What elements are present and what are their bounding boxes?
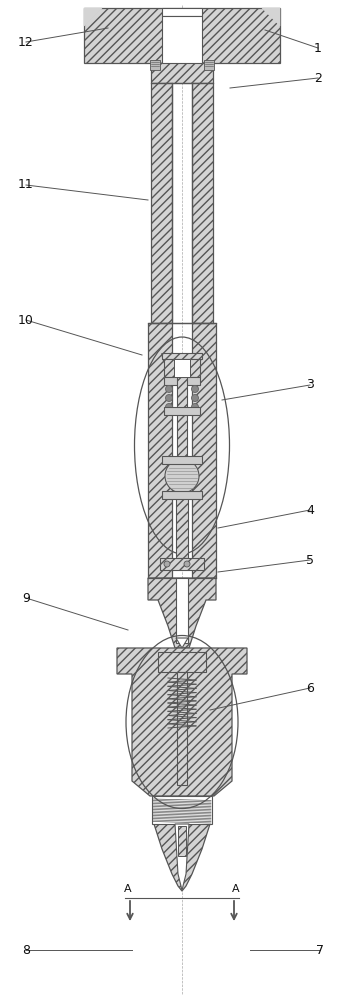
Bar (152, 796, 212, 824)
Circle shape (184, 561, 190, 567)
Circle shape (191, 385, 198, 392)
Circle shape (166, 394, 173, 401)
Polygon shape (154, 824, 210, 891)
Bar (178, 826, 186, 856)
Polygon shape (148, 323, 172, 578)
Circle shape (166, 403, 173, 410)
Bar (177, 672, 187, 785)
Bar (164, 377, 200, 385)
Polygon shape (117, 648, 247, 796)
Polygon shape (192, 83, 213, 323)
Bar (150, 60, 160, 70)
Circle shape (165, 459, 199, 493)
Circle shape (191, 394, 198, 401)
Text: 7: 7 (316, 944, 324, 956)
Circle shape (191, 403, 198, 410)
Text: 10: 10 (18, 314, 34, 326)
Bar (162, 8, 202, 16)
Polygon shape (151, 83, 172, 323)
Bar (162, 456, 202, 464)
Bar (162, 353, 202, 359)
Polygon shape (148, 578, 216, 648)
Text: 5: 5 (306, 554, 314, 566)
Circle shape (166, 385, 173, 392)
Bar (160, 558, 204, 570)
Polygon shape (192, 323, 216, 578)
Text: A: A (124, 884, 132, 894)
Bar (164, 407, 200, 415)
Bar (174, 359, 190, 377)
Bar (176, 578, 188, 643)
Text: 9: 9 (22, 591, 30, 604)
Bar (158, 652, 206, 672)
Bar (162, 491, 202, 499)
Polygon shape (84, 8, 280, 83)
Text: 11: 11 (18, 178, 34, 192)
Bar (164, 359, 200, 377)
Text: 1: 1 (314, 41, 322, 54)
Bar (176, 498, 188, 558)
Bar (177, 377, 187, 471)
Text: 8: 8 (22, 944, 30, 956)
Text: 2: 2 (314, 72, 322, 85)
Polygon shape (175, 824, 189, 891)
Text: 6: 6 (306, 682, 314, 694)
Text: 12: 12 (18, 35, 34, 48)
Polygon shape (176, 638, 188, 648)
Text: 3: 3 (306, 378, 314, 391)
Polygon shape (262, 8, 280, 26)
Bar (204, 60, 214, 70)
Polygon shape (84, 8, 102, 26)
Polygon shape (162, 16, 202, 63)
Circle shape (164, 561, 170, 567)
Text: 4: 4 (306, 504, 314, 516)
Text: A: A (232, 884, 240, 894)
